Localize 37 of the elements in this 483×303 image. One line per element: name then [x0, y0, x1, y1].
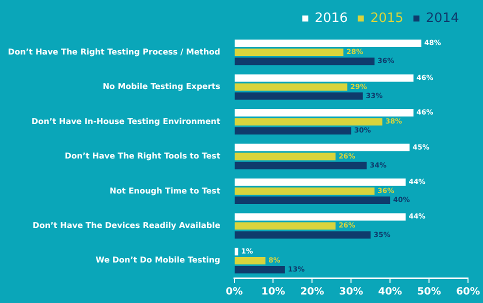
x-tick-label: 40% [378, 286, 402, 298]
bar [234, 109, 414, 116]
y-tick-label: Don’t Have The Right Testing Process / Method [8, 47, 221, 56]
y-tick-label: Not Enough Time to Test [110, 186, 220, 196]
bar [234, 118, 382, 126]
bar [234, 40, 422, 48]
bar [234, 178, 406, 186]
bar [234, 231, 371, 239]
y-tick-label: We Don’t Do Mobile Testing [96, 256, 221, 265]
bar [234, 162, 367, 170]
x-tick-label: 50% [417, 286, 442, 298]
bar [234, 48, 344, 56]
bar [234, 256, 266, 264]
y-tick-label: No Mobile Testing Experts [102, 82, 220, 92]
x-tick-label: 60% [456, 286, 480, 298]
legend-label: 2014 [426, 10, 460, 26]
x-tick-label: 30% [339, 286, 364, 298]
bar [234, 213, 406, 221]
y-tick-label: Don’t Have In-House Testing Environment [32, 116, 220, 126]
bar [234, 83, 348, 91]
bar [234, 144, 410, 152]
y-tick-label: Don’t Have The Devices Readily Available [32, 221, 221, 230]
legend-label: 2016 [314, 10, 348, 26]
bar [234, 188, 375, 195]
bar [234, 127, 352, 135]
bar [234, 196, 390, 204]
bar [234, 152, 336, 160]
bar [234, 74, 414, 82]
bar [234, 222, 336, 230]
bar [234, 92, 363, 100]
bar [234, 58, 375, 66]
x-tick-label: 20% [300, 286, 324, 298]
legend-label: 2015 [370, 10, 404, 26]
x-tick-label: 10% [261, 286, 286, 298]
y-tick-label: Don’t Have The Right Tools to Test [64, 152, 220, 161]
bar [234, 266, 285, 274]
x-tick-label: 0% [226, 286, 243, 298]
